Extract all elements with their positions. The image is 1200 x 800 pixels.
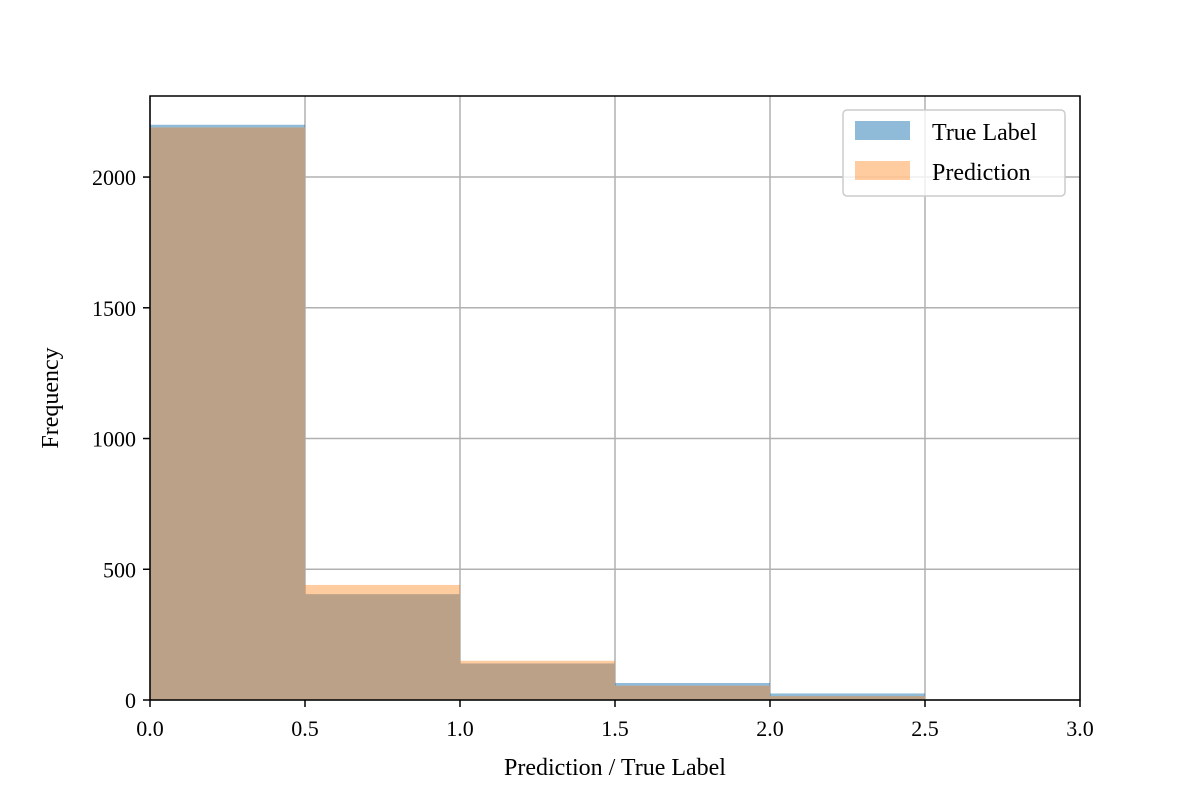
legend-swatch-prediction — [855, 161, 910, 180]
x-tick-label-1: 0.5 — [291, 716, 319, 741]
hist-bar-prediction-2 — [460, 660, 615, 664]
x-tick-label-2: 1.0 — [446, 716, 474, 741]
hist-bar-overlap-0 — [150, 127, 305, 700]
y-tick-label-4: 2000 — [92, 165, 136, 190]
legend: True Label Prediction — [842, 109, 1066, 197]
x-axis-label: Prediction / True Label — [504, 755, 726, 781]
y-tick-label-0: 0 — [125, 688, 136, 713]
x-tick-label-0: 0.0 — [136, 716, 164, 741]
y-axis-label: Frequency — [38, 347, 64, 448]
hist-bar-overlap-1 — [305, 594, 460, 700]
y-tick-label-1: 500 — [103, 557, 136, 582]
x-tick-label-5: 2.5 — [911, 716, 939, 741]
hist-bar-overlap-4 — [770, 696, 925, 700]
legend-label-prediction: Prediction — [932, 160, 1031, 186]
hist-bar-true-label-0 — [150, 124, 305, 128]
legend-swatch-true-label — [855, 121, 910, 140]
hist-bar-overlap-2 — [460, 663, 615, 700]
y-tick-label-3: 1500 — [92, 296, 136, 321]
bars-layer — [150, 124, 925, 700]
x-tick-label-3: 1.5 — [601, 716, 629, 741]
x-tick-label-4: 2.0 — [756, 716, 784, 741]
hist-bar-overlap-3 — [615, 685, 770, 700]
hist-bar-true-label-3 — [615, 683, 770, 686]
y-tick-label-2: 1000 — [92, 427, 136, 452]
ticks-layer: 0.0 0.5 1.0 1.5 2.0 2.5 3.0 0 500 1000 1500 2000 — [92, 165, 1094, 741]
x-tick-label-6: 3.0 — [1066, 716, 1094, 741]
hist-bar-true-label-4 — [770, 693, 925, 697]
legend-label-true-label: True Label — [932, 120, 1037, 146]
hist-bar-prediction-1 — [305, 584, 460, 595]
